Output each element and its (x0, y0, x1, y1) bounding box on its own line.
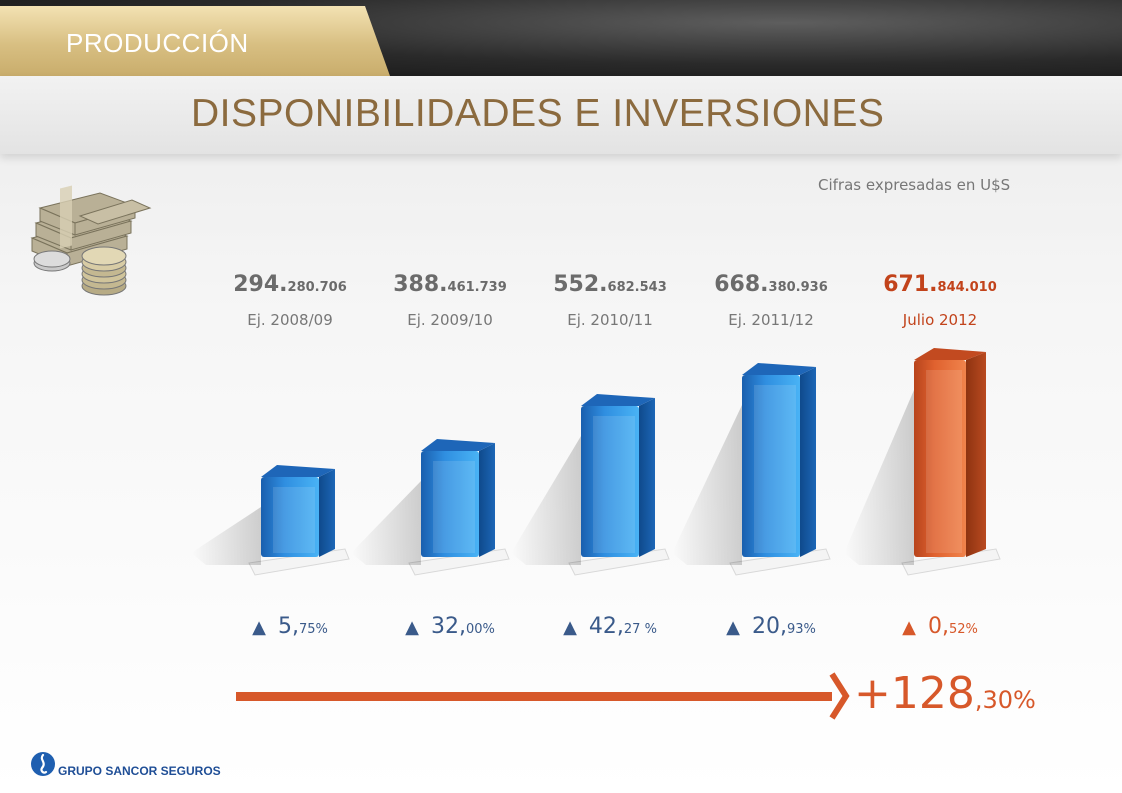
growth-label-minor: 93% (786, 622, 816, 637)
bar-highlight (433, 461, 475, 553)
value-label-minor: 280.706 (287, 280, 347, 295)
growth-label-minor: 75% (298, 622, 328, 637)
bar-3 (511, 394, 670, 576)
category-label: Ej. 2008/09 (247, 311, 333, 329)
category-label: Ej. 2010/11 (567, 311, 653, 329)
bar-1 (191, 465, 350, 576)
bar-top (742, 363, 816, 375)
bar-front (421, 451, 479, 557)
sancor-flame-icon (31, 752, 55, 776)
category-label: Ej. 2011/12 (728, 311, 814, 329)
growth-label: ▲ 20,93% (696, 614, 846, 639)
growth-label-major: 42, (588, 614, 624, 639)
up-triangle-icon: ▲ (563, 617, 577, 638)
bar-highlight (754, 385, 796, 553)
growth-label: ▲ 0,52% (865, 614, 1015, 639)
value-label-major: 671. (883, 272, 938, 297)
value-label-minor: 461.739 (447, 280, 507, 295)
category-label: Julio 2012 (902, 311, 978, 329)
page-title: DISPONIBILIDADES E INVERSIONES (191, 92, 885, 135)
currency-note: Cifras expresadas en U$S (818, 176, 1011, 194)
bar-highlight (926, 370, 962, 553)
bar-top (261, 465, 335, 477)
growth-label-minor: 00% (465, 622, 495, 637)
bar-shadow (844, 390, 914, 565)
section-label: PRODUCCIÓN (66, 28, 249, 58)
value-label-major: 552. (553, 272, 608, 297)
value-label-minor: 380.936 (768, 280, 828, 295)
bar-front (742, 375, 800, 557)
growth-arrow (236, 672, 850, 720)
category-label: Ej. 2009/10 (407, 311, 493, 329)
growth-label: ▲ 5,75% (215, 614, 365, 639)
bar-side (319, 469, 335, 557)
bar-shadow (511, 436, 581, 565)
section-tab (0, 6, 390, 76)
growth-label-major: 20, (751, 614, 787, 639)
bar-front (914, 360, 966, 557)
value-label: 294.280.706 (215, 272, 365, 297)
up-triangle-icon: ▲ (405, 617, 419, 638)
bar-top (421, 439, 495, 451)
bar-side (966, 352, 986, 557)
value-label-major: 668. (714, 272, 769, 297)
bar-5 (844, 348, 1001, 576)
title-band (0, 76, 1122, 154)
value-label-major: 388. (393, 272, 448, 297)
bar-top (914, 348, 986, 360)
value-label: 668.380.936 (696, 272, 846, 297)
up-triangle-icon: ▲ (252, 617, 266, 638)
money-stack-icon (30, 185, 152, 296)
growth-label-major: 32, (430, 614, 466, 639)
growth-label-major: 5, (277, 614, 299, 639)
bar-shadow (191, 507, 261, 565)
up-triangle-icon: ▲ (902, 617, 916, 638)
logo-text: GRUPO SANCOR SEGUROS (58, 764, 221, 778)
growth-label: ▲ 42,27 % (535, 614, 685, 639)
value-label: 388.461.739 (375, 272, 525, 297)
total-growth-big: +128 (854, 668, 975, 719)
bar-side (639, 398, 655, 557)
bar-top (581, 394, 655, 406)
total-growth-small: ,30% (974, 686, 1036, 714)
bar-shadow (672, 405, 742, 565)
bar-2 (351, 439, 510, 576)
bar-highlight (273, 487, 315, 553)
value-label-minor: 682.543 (607, 280, 667, 295)
bar-side (479, 443, 495, 557)
total-growth-label: +128,30% (854, 668, 1036, 719)
bar-highlight (593, 416, 635, 553)
growth-label-minor: 52% (948, 622, 978, 637)
bar-front (261, 477, 319, 557)
bar-4 (672, 363, 831, 576)
bar-front (581, 406, 639, 557)
bar-side (800, 367, 816, 557)
up-triangle-icon: ▲ (726, 617, 740, 638)
value-label-minor: 844.010 (937, 280, 997, 295)
growth-label-major: 0, (927, 614, 949, 639)
value-label-major: 294. (233, 272, 288, 297)
bar-shadow (351, 481, 421, 565)
value-label: 552.682.543 (535, 272, 685, 297)
value-label: 671.844.010 (865, 272, 1015, 297)
growth-label: ▲ 32,00% (375, 614, 525, 639)
growth-label-minor: 27 % (623, 622, 657, 637)
